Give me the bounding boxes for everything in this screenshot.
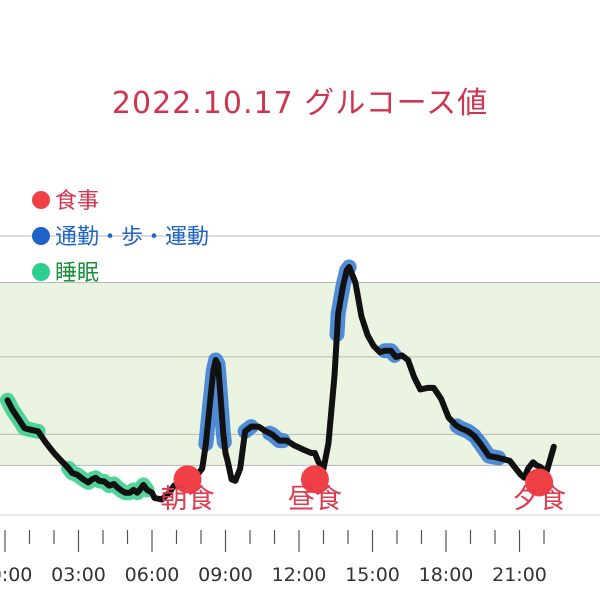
meal-label: 夕食: [512, 484, 566, 515]
legend-marker: [32, 227, 50, 245]
glucose-line-layer: [4, 264, 557, 503]
legend-label: 通勤・歩・運動: [55, 225, 209, 250]
legend-marker: [32, 191, 50, 209]
meal-marker: [173, 465, 202, 494]
x-tick-label: 03:00: [51, 564, 106, 586]
meal-label: 昼食: [288, 484, 342, 515]
x-tick-label: 12:00: [272, 564, 327, 586]
meal-marker: [525, 468, 554, 497]
target-range-band: [0, 282, 600, 466]
legend-label: 食事: [55, 189, 99, 214]
x-tick-label: 18:00: [419, 564, 474, 586]
meal-markers: [173, 465, 554, 497]
meal-labels: 朝食 昼食 夕食: [161, 484, 567, 515]
grid-lines: [0, 235, 600, 466]
glucose-line: [4, 264, 557, 503]
x-tick-label: 15:00: [345, 564, 400, 586]
x-tick-label: 21:00: [492, 564, 547, 586]
chart-title: 2022.10.17 グルコース値: [111, 86, 489, 121]
meal-label: 朝食: [161, 484, 215, 515]
x-tick-label: 09:00: [198, 564, 253, 586]
x-tick-label: 06:00: [125, 564, 180, 586]
x-tick-label: 00:00: [0, 564, 32, 586]
meal-marker: [300, 465, 329, 494]
x-axis-ticks: 00:00 03:00 06:00 09:00 12:00 15:00 18:00 21:00: [0, 530, 547, 586]
legend-label: 睡眠: [55, 261, 99, 286]
legend-marker: [32, 263, 50, 281]
